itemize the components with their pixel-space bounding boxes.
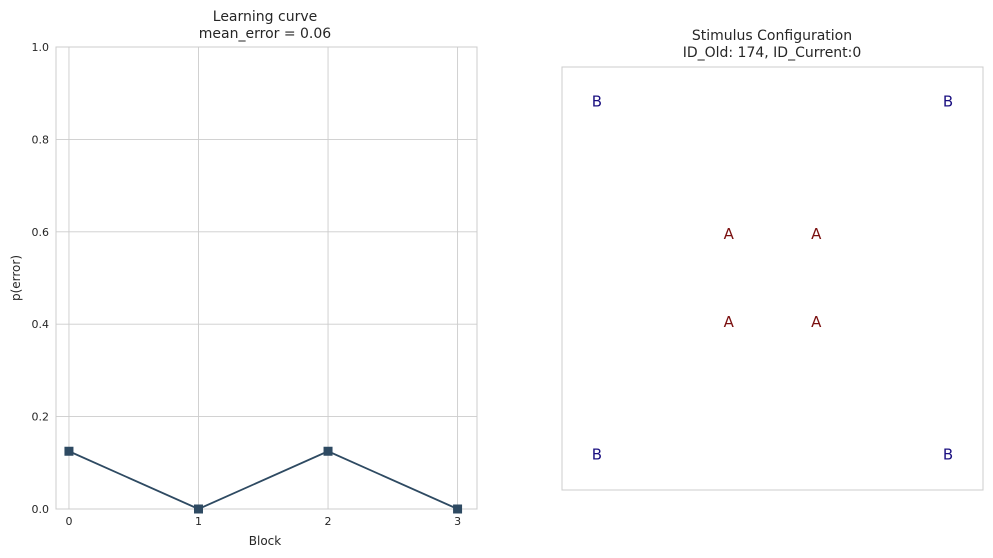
- error-point-marker: [193, 504, 203, 514]
- y-tick-label: 0.0: [32, 503, 50, 516]
- stimulus-label-a: A: [724, 313, 735, 331]
- stimulus-label-a: A: [811, 225, 822, 243]
- y-tick-label: 1.0: [32, 41, 50, 54]
- stimulus-label-b: B: [943, 93, 953, 111]
- error-point-marker: [323, 446, 333, 456]
- y-tick-label: 0.4: [32, 318, 50, 331]
- x-tick-label: 3: [454, 515, 461, 528]
- error-series-line: [68, 450, 458, 510]
- error-point-marker: [453, 504, 463, 514]
- stimulus-subtitle: ID_Old: 174, ID_Current:0: [683, 45, 862, 61]
- stimulus-configuration-panel: Stimulus Configuration ID_Old: 174, ID_C…: [561, 28, 984, 491]
- learning-curve-panel: Learning curve mean_error = 0.06 0.0 0.2 0…: [9, 9, 478, 548]
- stimulus-label-a: A: [724, 225, 735, 243]
- x-tick-label: 0: [65, 515, 72, 528]
- stimulus-label-a: A: [811, 313, 822, 331]
- x-tick-label: 2: [325, 515, 332, 528]
- stimulus-label-b: B: [943, 445, 953, 463]
- learning-curve-subtitle: mean_error = 0.06: [199, 26, 331, 42]
- stimulus-label-b: B: [592, 93, 602, 111]
- error-point-marker: [64, 446, 74, 456]
- y-tick-label: 0.2: [32, 411, 50, 424]
- x-axis-label: Block: [249, 534, 282, 548]
- stimulus-label-b: B: [592, 445, 602, 463]
- y-axis-label: p(error): [9, 255, 23, 301]
- learning-curve-frame: [55, 46, 478, 510]
- stimulus-frame: [561, 66, 984, 491]
- x-tick-label: 1: [195, 515, 202, 528]
- y-tick-label: 0.8: [32, 133, 50, 146]
- stimulus-title: Stimulus Configuration: [692, 28, 852, 44]
- y-tick-label: 0.6: [32, 226, 50, 239]
- learning-curve-title: Learning curve: [213, 9, 317, 25]
